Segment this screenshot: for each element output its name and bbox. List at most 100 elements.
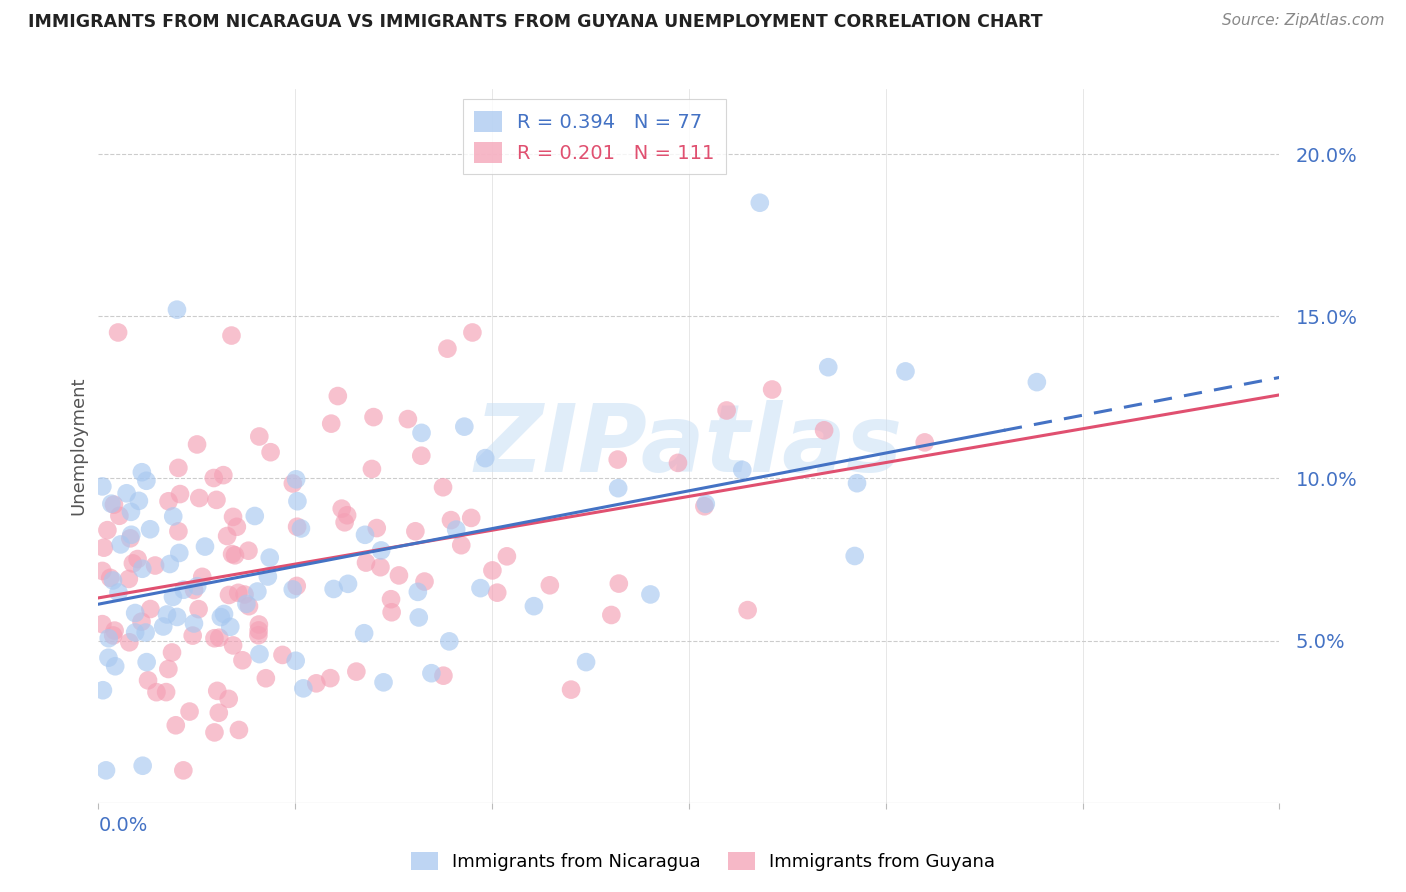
Point: [217, 529, 239, 543]
Point: [436, 342, 458, 356]
Point: [259, 550, 281, 565]
Point: [607, 481, 630, 495]
Point: [486, 585, 509, 599]
Text: ZIPatlas: ZIPatlas: [475, 400, 903, 492]
Point: [246, 584, 269, 599]
Point: [432, 668, 454, 682]
Point: [131, 615, 153, 629]
Point: [354, 556, 377, 570]
Point: [120, 505, 142, 519]
Point: [231, 653, 253, 667]
Point: [156, 607, 179, 622]
Point: [97, 650, 120, 665]
Point: [139, 522, 162, 536]
Point: [370, 543, 392, 558]
Point: [287, 494, 309, 508]
Point: [373, 675, 395, 690]
Point: [238, 543, 260, 558]
Point: [285, 520, 308, 534]
Point: [135, 474, 157, 488]
Point: [281, 582, 304, 597]
Point: [167, 524, 190, 539]
Point: [256, 569, 278, 583]
Point: [91, 617, 114, 632]
Point: [107, 326, 129, 340]
Point: [243, 508, 266, 523]
Point: [748, 195, 770, 210]
Point: [221, 547, 243, 561]
Point: [131, 465, 153, 479]
Point: [212, 468, 235, 483]
Point: [333, 516, 356, 530]
Point: [233, 588, 256, 602]
Point: [194, 540, 217, 554]
Point: [181, 629, 204, 643]
Point: [319, 671, 342, 685]
Point: [219, 620, 242, 634]
Point: [305, 676, 328, 690]
Point: [145, 685, 167, 699]
Point: [225, 520, 247, 534]
Point: [104, 659, 127, 673]
Point: [187, 602, 209, 616]
Point: [108, 508, 131, 523]
Point: [209, 610, 232, 624]
Point: [110, 537, 132, 551]
Point: [120, 528, 142, 542]
Point: [290, 521, 312, 535]
Point: [737, 603, 759, 617]
Point: [894, 364, 917, 378]
Point: [101, 574, 124, 588]
Point: [249, 647, 271, 661]
Point: [322, 582, 344, 596]
Point: [162, 590, 184, 604]
Point: [411, 425, 433, 440]
Point: [155, 685, 177, 699]
Point: [813, 423, 835, 437]
Point: [186, 579, 208, 593]
Point: [607, 576, 630, 591]
Point: [450, 538, 472, 552]
Point: [381, 605, 404, 619]
Point: [235, 597, 257, 611]
Point: [135, 625, 157, 640]
Point: [408, 610, 430, 624]
Point: [761, 383, 783, 397]
Point: [97, 632, 120, 646]
Point: [560, 682, 582, 697]
Point: [222, 509, 245, 524]
Point: [207, 684, 229, 698]
Point: [914, 435, 936, 450]
Point: [160, 645, 183, 659]
Point: [461, 326, 484, 340]
Point: [396, 412, 419, 426]
Point: [247, 624, 270, 638]
Point: [208, 706, 231, 720]
Point: [354, 528, 377, 542]
Point: [221, 328, 243, 343]
Point: [281, 476, 304, 491]
Point: [120, 532, 142, 546]
Point: [183, 582, 205, 597]
Point: [326, 389, 349, 403]
Point: [98, 571, 121, 585]
Point: [157, 494, 180, 508]
Point: [135, 655, 157, 669]
Point: [666, 456, 689, 470]
Point: [93, 541, 115, 555]
Point: [208, 631, 231, 645]
Point: [107, 585, 129, 599]
Point: [238, 599, 260, 614]
Point: [124, 625, 146, 640]
Point: [337, 577, 360, 591]
Point: [127, 552, 149, 566]
Point: [575, 655, 598, 669]
Point: [218, 588, 240, 602]
Point: [228, 723, 250, 737]
Point: [380, 592, 402, 607]
Point: [167, 461, 190, 475]
Point: [606, 452, 628, 467]
Point: [481, 563, 503, 577]
Point: [538, 578, 561, 592]
Point: [460, 511, 482, 525]
